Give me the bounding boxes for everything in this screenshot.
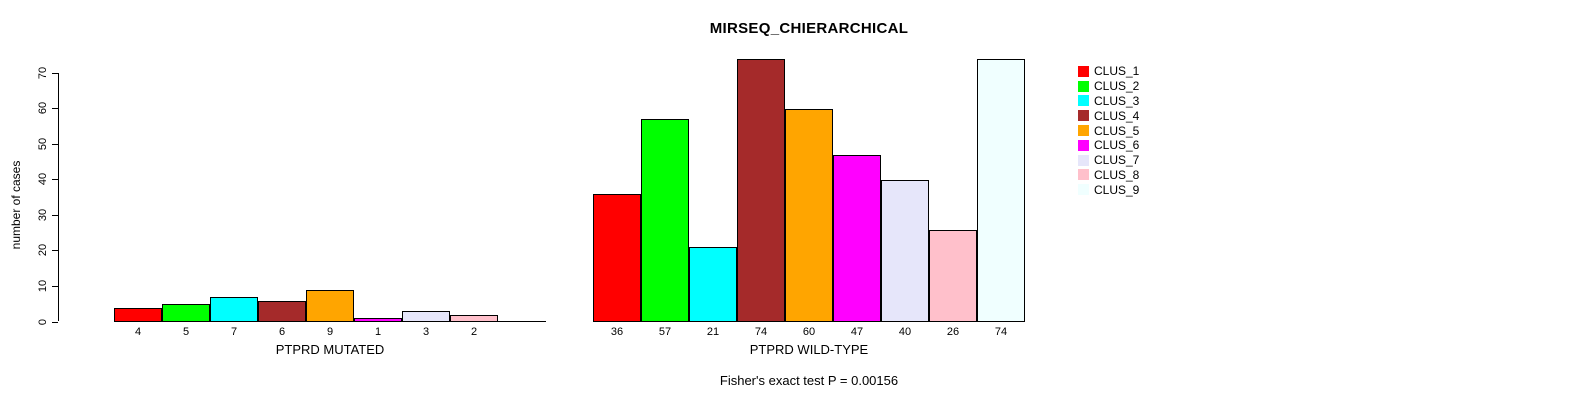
- bar-value-label: 74: [754, 326, 768, 338]
- y-axis-tick-label: 10: [37, 279, 49, 293]
- legend-label: CLUS_6: [1094, 138, 1140, 153]
- legend-label: CLUS_3: [1094, 93, 1140, 108]
- legend-label: CLUS_7: [1094, 153, 1140, 168]
- fisher-test-annotation: Fisher's exact test P = 0.00156: [719, 373, 899, 388]
- legend-swatch-clus-1: [1078, 65, 1089, 77]
- bar-clus-2: [641, 119, 689, 322]
- legend-item: CLUS_7: [1078, 153, 1139, 168]
- y-axis-tick: [52, 286, 58, 287]
- bar-clus-4: [258, 301, 306, 322]
- legend-label: CLUS_2: [1094, 79, 1140, 94]
- bar-value-label: 21: [706, 326, 720, 338]
- bar-value-label: 1: [374, 326, 382, 338]
- bar-value-label: 5: [182, 326, 190, 338]
- y-axis-tick-label: 40: [37, 172, 49, 186]
- bar-clus-3: [210, 297, 258, 322]
- bar-clus-1: [593, 194, 641, 322]
- legend-item: CLUS_5: [1078, 123, 1139, 138]
- y-axis-tick-label: 30: [37, 208, 49, 222]
- legend-item: CLUS_6: [1078, 138, 1139, 153]
- bar-clus-7: [881, 180, 929, 322]
- bar-clus-6: [833, 155, 881, 322]
- y-axis-tick: [52, 179, 58, 180]
- y-axis-tick-label: 70: [37, 66, 49, 80]
- legend-item: CLUS_3: [1078, 94, 1139, 109]
- bar-clus-2: [162, 304, 210, 322]
- y-axis-tick: [52, 144, 58, 145]
- legend-swatch-clus-9: [1078, 184, 1089, 196]
- y-axis-title: number of cases: [9, 160, 23, 250]
- bar-value-label: 57: [658, 326, 672, 338]
- bar-value-label: 9: [326, 326, 334, 338]
- y-axis-tick: [52, 250, 58, 251]
- bar-clus-1: [114, 308, 162, 322]
- legend: CLUS_1 CLUS_2 CLUS_3 CLUS_4 CLUS_5 CLUS_6 CLUS…: [1078, 64, 1139, 197]
- legend-item: CLUS_4: [1078, 108, 1139, 123]
- bar-clus-8: [450, 315, 498, 322]
- bar-value-label: 7: [230, 326, 238, 338]
- legend-swatch-clus-4: [1078, 110, 1089, 122]
- legend-item: CLUS_8: [1078, 168, 1139, 183]
- bar-clus-3: [689, 247, 737, 322]
- bar-value-label: 2: [470, 326, 478, 338]
- legend-swatch-clus-7: [1078, 154, 1089, 166]
- bar-clus-5: [785, 109, 833, 322]
- legend-item: CLUS_9: [1078, 182, 1139, 197]
- bar-value-label: 36: [610, 326, 624, 338]
- bar-clus-8: [929, 230, 977, 322]
- bar-value-label: 3: [422, 326, 430, 338]
- bar-value-label: 26: [946, 326, 960, 338]
- bar-value-label: 60: [802, 326, 816, 338]
- y-axis-line: [58, 73, 59, 321]
- bar-value-label: 47: [850, 326, 864, 338]
- legend-label: CLUS_8: [1094, 167, 1140, 182]
- bar-clus-4: [737, 59, 785, 322]
- legend-swatch-clus-8: [1078, 169, 1089, 181]
- y-axis-tick: [52, 73, 58, 74]
- x-axis-title-wild-type: PTPRD WILD-TYPE: [749, 342, 869, 357]
- legend-swatch-clus-3: [1078, 95, 1089, 107]
- legend-item: CLUS_1: [1078, 64, 1139, 79]
- y-axis-tick-label: 50: [37, 137, 49, 151]
- x-axis-title-mutated: PTPRD MUTATED: [275, 342, 385, 357]
- bar-clus-9: [977, 59, 1025, 322]
- bar-value-label: 74: [994, 326, 1008, 338]
- y-axis-tick-label: 0: [37, 318, 49, 326]
- bar-value-label: 4: [134, 326, 142, 338]
- y-axis-tick: [52, 215, 58, 216]
- legend-label: CLUS_4: [1094, 108, 1140, 123]
- chart-title: MIRSEQ_CHIERARCHICAL: [709, 20, 909, 37]
- legend-swatch-clus-6: [1078, 139, 1089, 151]
- bar-clus-7: [402, 311, 450, 322]
- y-axis-tick-label: 20: [37, 243, 49, 257]
- y-axis-tick-label: 60: [37, 101, 49, 115]
- bar-clus-9: [498, 321, 546, 322]
- legend-label: CLUS_9: [1094, 182, 1140, 197]
- legend-label: CLUS_1: [1094, 64, 1140, 79]
- legend-swatch-clus-2: [1078, 80, 1089, 92]
- bar-value-label: 40: [898, 326, 912, 338]
- legend-label: CLUS_5: [1094, 123, 1140, 138]
- bar-clus-5: [306, 290, 354, 322]
- bar-clus-6: [354, 318, 402, 322]
- legend-swatch-clus-5: [1078, 125, 1089, 137]
- bar-value-label: 6: [278, 326, 286, 338]
- y-axis-tick: [52, 108, 58, 109]
- y-axis-tick: [52, 322, 58, 323]
- legend-item: CLUS_2: [1078, 79, 1139, 94]
